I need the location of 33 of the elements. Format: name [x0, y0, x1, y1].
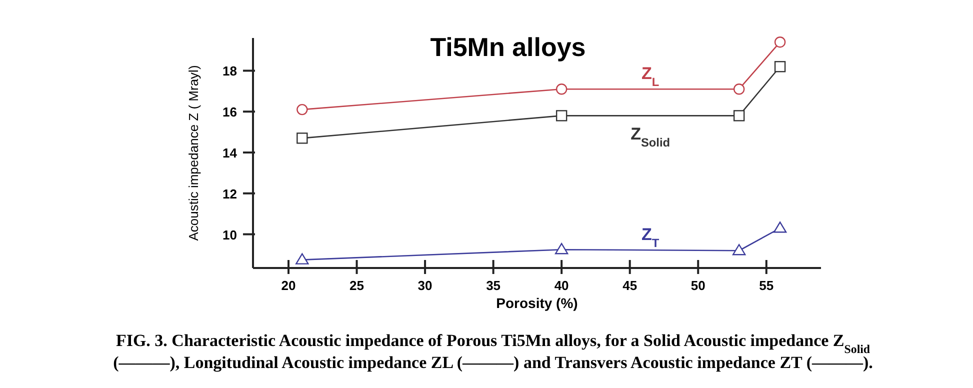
x-tick-label: 30	[418, 278, 432, 293]
chart-title: Ti5Mn alloys	[430, 32, 586, 62]
series-label: Z$_{Solid}$	[630, 124, 670, 150]
point	[296, 104, 308, 116]
y-tick-label: 16	[222, 104, 237, 120]
x-tick-label: 40	[554, 278, 569, 293]
y-tick-label: 14	[222, 145, 238, 160]
point	[556, 84, 568, 95]
x-tick-label: 50	[690, 278, 706, 293]
point	[554, 243, 568, 254]
y-tick-label: 12	[222, 186, 237, 202]
y-tick-label: 10	[222, 227, 237, 242]
series-label: Z$_{T}$	[642, 225, 660, 250]
point	[733, 110, 745, 122]
point	[296, 132, 308, 144]
x-tick-label: 35	[486, 278, 501, 293]
y-tick-label: 18	[222, 64, 237, 79]
x-axis-title: Porosity (%)	[496, 295, 578, 311]
y-axis-title: Acoustic impedance Z ( Mrayl)	[186, 65, 201, 241]
series-label: Z$_{L}$	[642, 64, 660, 90]
x-tick-label: 45	[622, 278, 638, 293]
point	[556, 110, 568, 122]
caption: FIG. 3. Characteristic Acoustic impedance of Porous Ti5Mn alloys, for a Solid Acoustic impedance Z$_{Solid}$	[116, 331, 870, 356]
point	[774, 61, 786, 72]
point	[296, 253, 309, 264]
point	[774, 36, 786, 48]
point	[733, 84, 745, 95]
point	[773, 222, 787, 233]
x-tick-label: 55	[759, 278, 774, 293]
text: (———), Longitudinal Acoustic impedance ZL (———) and Transvers Acoustic impedance ZT (———).	[113, 353, 873, 372]
point	[732, 244, 746, 256]
x-tick-label: 20	[281, 278, 296, 293]
x-tick-label: 25	[350, 278, 364, 293]
